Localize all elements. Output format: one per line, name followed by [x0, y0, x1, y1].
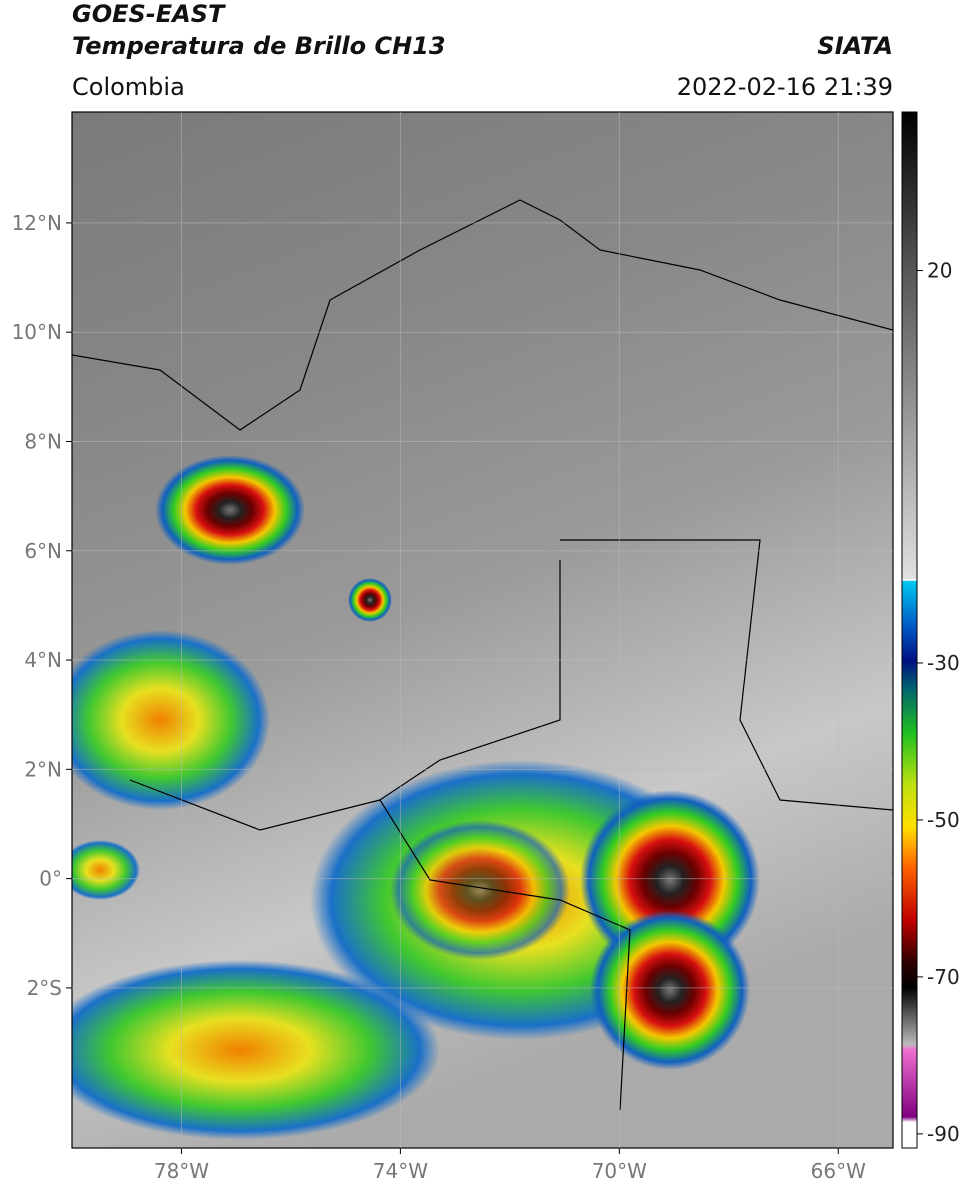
colorbar-label: -90 [927, 1122, 960, 1146]
y-tick-label: 8°N [24, 429, 62, 453]
datetime: 2022-02-16 21:39 [677, 73, 893, 101]
x-tick-label: 74°W [373, 1159, 428, 1183]
imagery [72, 112, 893, 1148]
source: SIATA [817, 32, 893, 60]
y-tick-label: 4°N [24, 648, 62, 672]
x-tick-label: 78°W [154, 1159, 209, 1183]
satellite: GOES-EAST [72, 0, 226, 28]
y-tick-label: 2°N [24, 757, 62, 781]
y-tick-label: 12°N [12, 211, 62, 235]
colorbar-label: -50 [927, 808, 960, 832]
y-tick-label: 0° [39, 867, 62, 891]
colorbar [901, 111, 918, 1149]
colorbar-label: 20 [927, 259, 952, 283]
y-tick-label: 2°S [27, 976, 62, 1000]
map-frame [71, 111, 894, 1149]
y-tick-label: 6°N [24, 539, 62, 563]
colorbar-label: -30 [927, 651, 960, 675]
product: Temperatura de Brillo CH13 [72, 32, 446, 60]
y-tick-label: 10°N [12, 320, 62, 344]
x-tick-label: 70°W [592, 1159, 647, 1183]
region: Colombia [72, 73, 185, 101]
colorbar-label: -70 [927, 965, 960, 989]
x-tick-label: 66°W [811, 1159, 866, 1183]
